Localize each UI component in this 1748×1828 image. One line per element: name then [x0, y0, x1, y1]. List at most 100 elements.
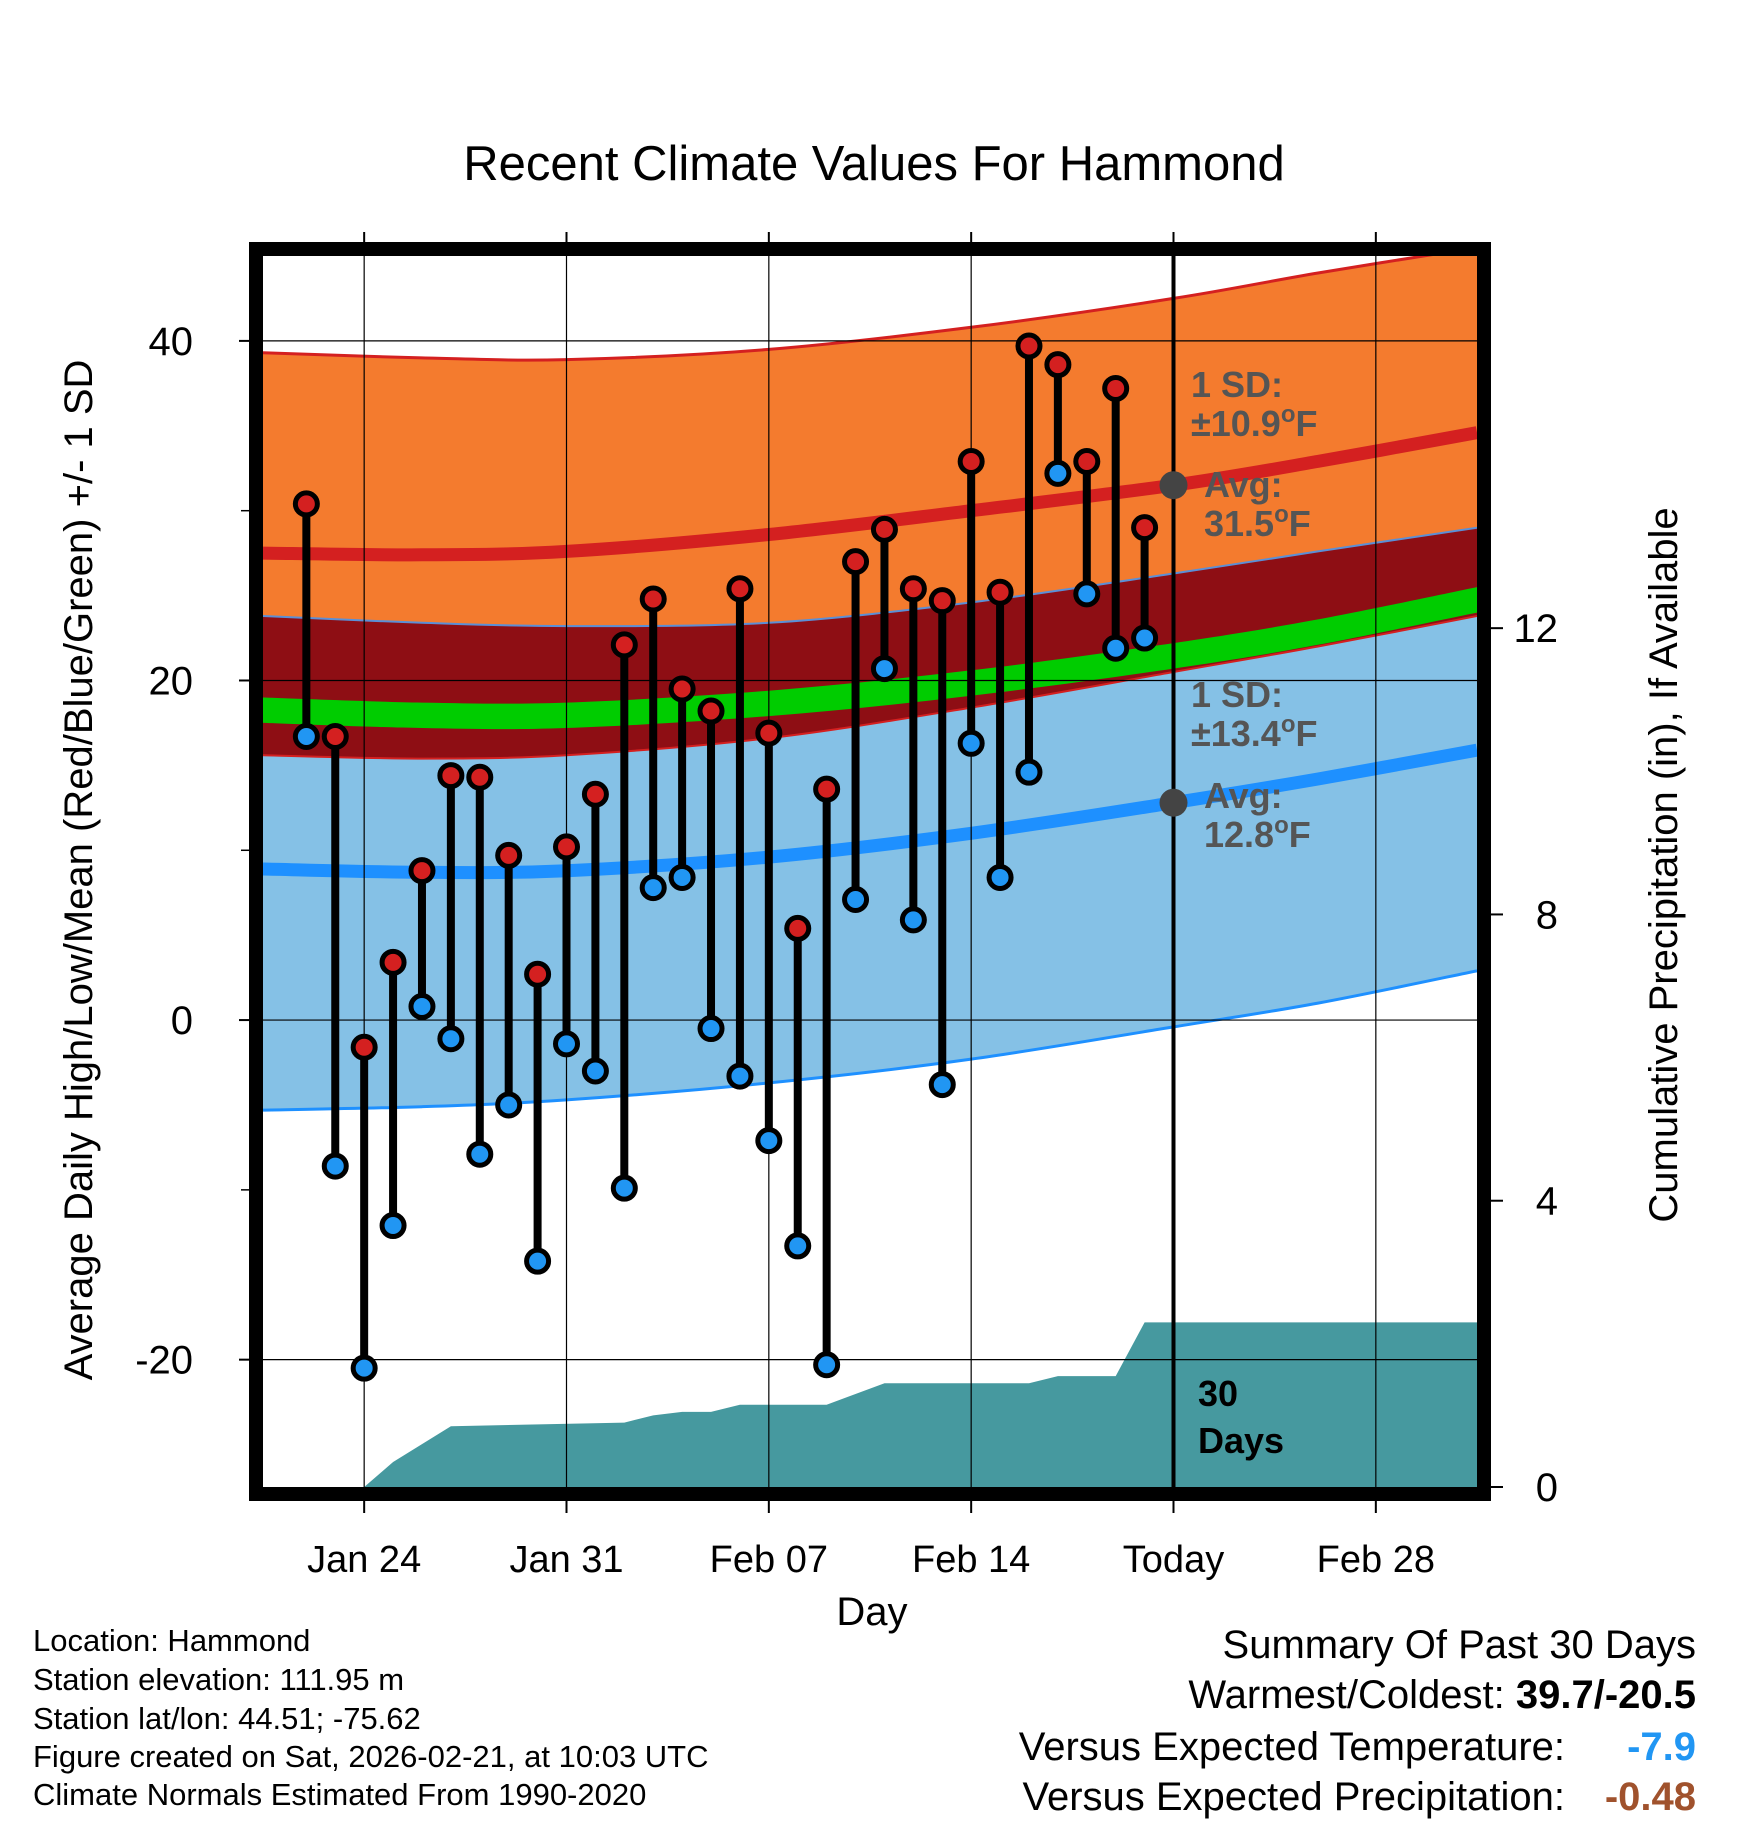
plot-frame [249, 242, 1491, 1501]
low-avg-label: Avg: [1204, 775, 1283, 816]
high-point [524, 960, 552, 988]
low-point [1073, 580, 1101, 608]
low-avg-title: Avg: [1204, 775, 1283, 816]
low-point [581, 1057, 609, 1085]
high-sd-label: 1 SD: [1191, 364, 1283, 405]
low-sd-title: 1 SD: [1191, 674, 1283, 715]
high-point [379, 948, 407, 976]
temp-anomaly-value: -7.9 [1627, 1725, 1696, 1769]
low-point [928, 1071, 956, 1099]
low-point [784, 1232, 812, 1260]
low-point [639, 874, 667, 902]
y-tick-label: 40 [149, 320, 194, 364]
low-point [350, 1354, 378, 1382]
precip-anomaly-label: Versus Expected Precipitation: [1022, 1775, 1565, 1819]
low-point [1131, 624, 1159, 652]
high-point [842, 548, 870, 576]
high-point [986, 578, 1014, 606]
low-point [292, 723, 320, 751]
mean-normal-band [263, 587, 1477, 730]
high-sd-value-label: ±10.9oF [1191, 401, 1318, 444]
high-point [350, 1033, 378, 1061]
temp-unit: F [1296, 713, 1318, 754]
degree-sign: o [1274, 501, 1289, 528]
low-point [726, 1062, 754, 1090]
x-tick-label: Feb 07 [710, 1539, 828, 1581]
y2-tick-label: 4 [1536, 1180, 1558, 1224]
elevation-text: Station elevation: 111.95 m [33, 1662, 404, 1697]
low-point [842, 886, 870, 914]
high-avg-label: Avg: [1204, 464, 1283, 505]
low-point [697, 1015, 725, 1043]
high-point [755, 719, 783, 747]
high-point [957, 447, 985, 475]
temp-anomaly-label: Versus Expected Temperature: [1019, 1725, 1565, 1769]
low-sd-value: ±13.4 [1191, 713, 1281, 754]
high-point [1073, 447, 1101, 475]
period-number: 30 [1198, 1373, 1238, 1414]
y2-axis-label: Cumulative Precipitation (in), If Availa… [1642, 507, 1686, 1222]
summary-panel: Summary Of Past 30 Days Warmest/Coldest:… [1019, 1623, 1696, 1819]
low-point [755, 1127, 783, 1155]
high-point [610, 631, 638, 659]
high-sd-title: 1 SD: [1191, 364, 1283, 405]
low-point [466, 1140, 494, 1168]
high-point [726, 575, 754, 603]
warmest-label: Warmest/Coldest: [1188, 1673, 1504, 1717]
x-tick-label: Jan 31 [509, 1539, 623, 1581]
high-point [581, 780, 609, 808]
high-point [870, 515, 898, 543]
low-point [899, 906, 927, 934]
normals-text: Climate Normals Estimated From 1990-2020 [33, 1777, 646, 1812]
low-point [408, 992, 436, 1020]
period-unit: Days [1198, 1420, 1284, 1461]
low-point [553, 1030, 580, 1058]
degree-sign: o [1281, 401, 1296, 428]
low-sd-value-label: ±13.4oF [1191, 711, 1318, 754]
y-tick-label: 0 [171, 999, 193, 1043]
low-upper-line [263, 615, 1477, 760]
high-sd-value: ±10.9 [1191, 403, 1281, 444]
temp-unit: F [1289, 814, 1311, 855]
high-point [899, 575, 927, 603]
low-point [986, 863, 1014, 891]
x-tick-label: Jan 24 [307, 1539, 421, 1581]
warmest-coldest-line: Warmest/Coldest: 39.7/-20.5 [1188, 1673, 1696, 1717]
low-avg-marker [1159, 788, 1188, 817]
low-point [379, 1212, 407, 1240]
low-point [437, 1025, 465, 1053]
high-avg-title: Avg: [1204, 464, 1283, 505]
latlon-text: Station lat/lon: 44.51; -75.62 [33, 1701, 421, 1736]
high-point [1102, 374, 1130, 402]
high-upper-line [263, 256, 1434, 362]
station-info: Location: Hammond Station elevation: 111… [33, 1623, 709, 1812]
low-point [1102, 634, 1130, 662]
temp-unit: F [1296, 403, 1318, 444]
high-normal-line [263, 426, 1477, 562]
high-point [928, 587, 956, 615]
y-axis-label: Average Daily High/Low/Mean (Red/Blue/Gr… [57, 360, 101, 1381]
y2-tick-label: 0 [1536, 1466, 1558, 1510]
high-lower-line [263, 526, 1477, 628]
degree-sign: o [1274, 812, 1289, 839]
low-avg-value-label: 12.8oF [1204, 812, 1311, 855]
low-point [610, 1174, 638, 1202]
high-point [495, 841, 523, 869]
low-point [1044, 459, 1072, 487]
precipitation-area [263, 1322, 1477, 1487]
high-point [466, 763, 494, 791]
high-point [1044, 351, 1072, 379]
high-point [292, 490, 320, 518]
low-point [668, 863, 696, 891]
high-point [639, 585, 667, 613]
low-point [495, 1091, 523, 1119]
high-point [321, 723, 349, 751]
high-point [813, 775, 841, 803]
x-axis-label: Day [836, 1590, 907, 1634]
y-tick-label: -20 [135, 1339, 193, 1383]
x-tick-label: Feb 28 [1317, 1539, 1435, 1581]
x-tick-label: Feb 14 [912, 1539, 1030, 1581]
y2-tick-label: 12 [1514, 607, 1559, 651]
low-point [870, 655, 898, 683]
high-point [697, 697, 725, 725]
